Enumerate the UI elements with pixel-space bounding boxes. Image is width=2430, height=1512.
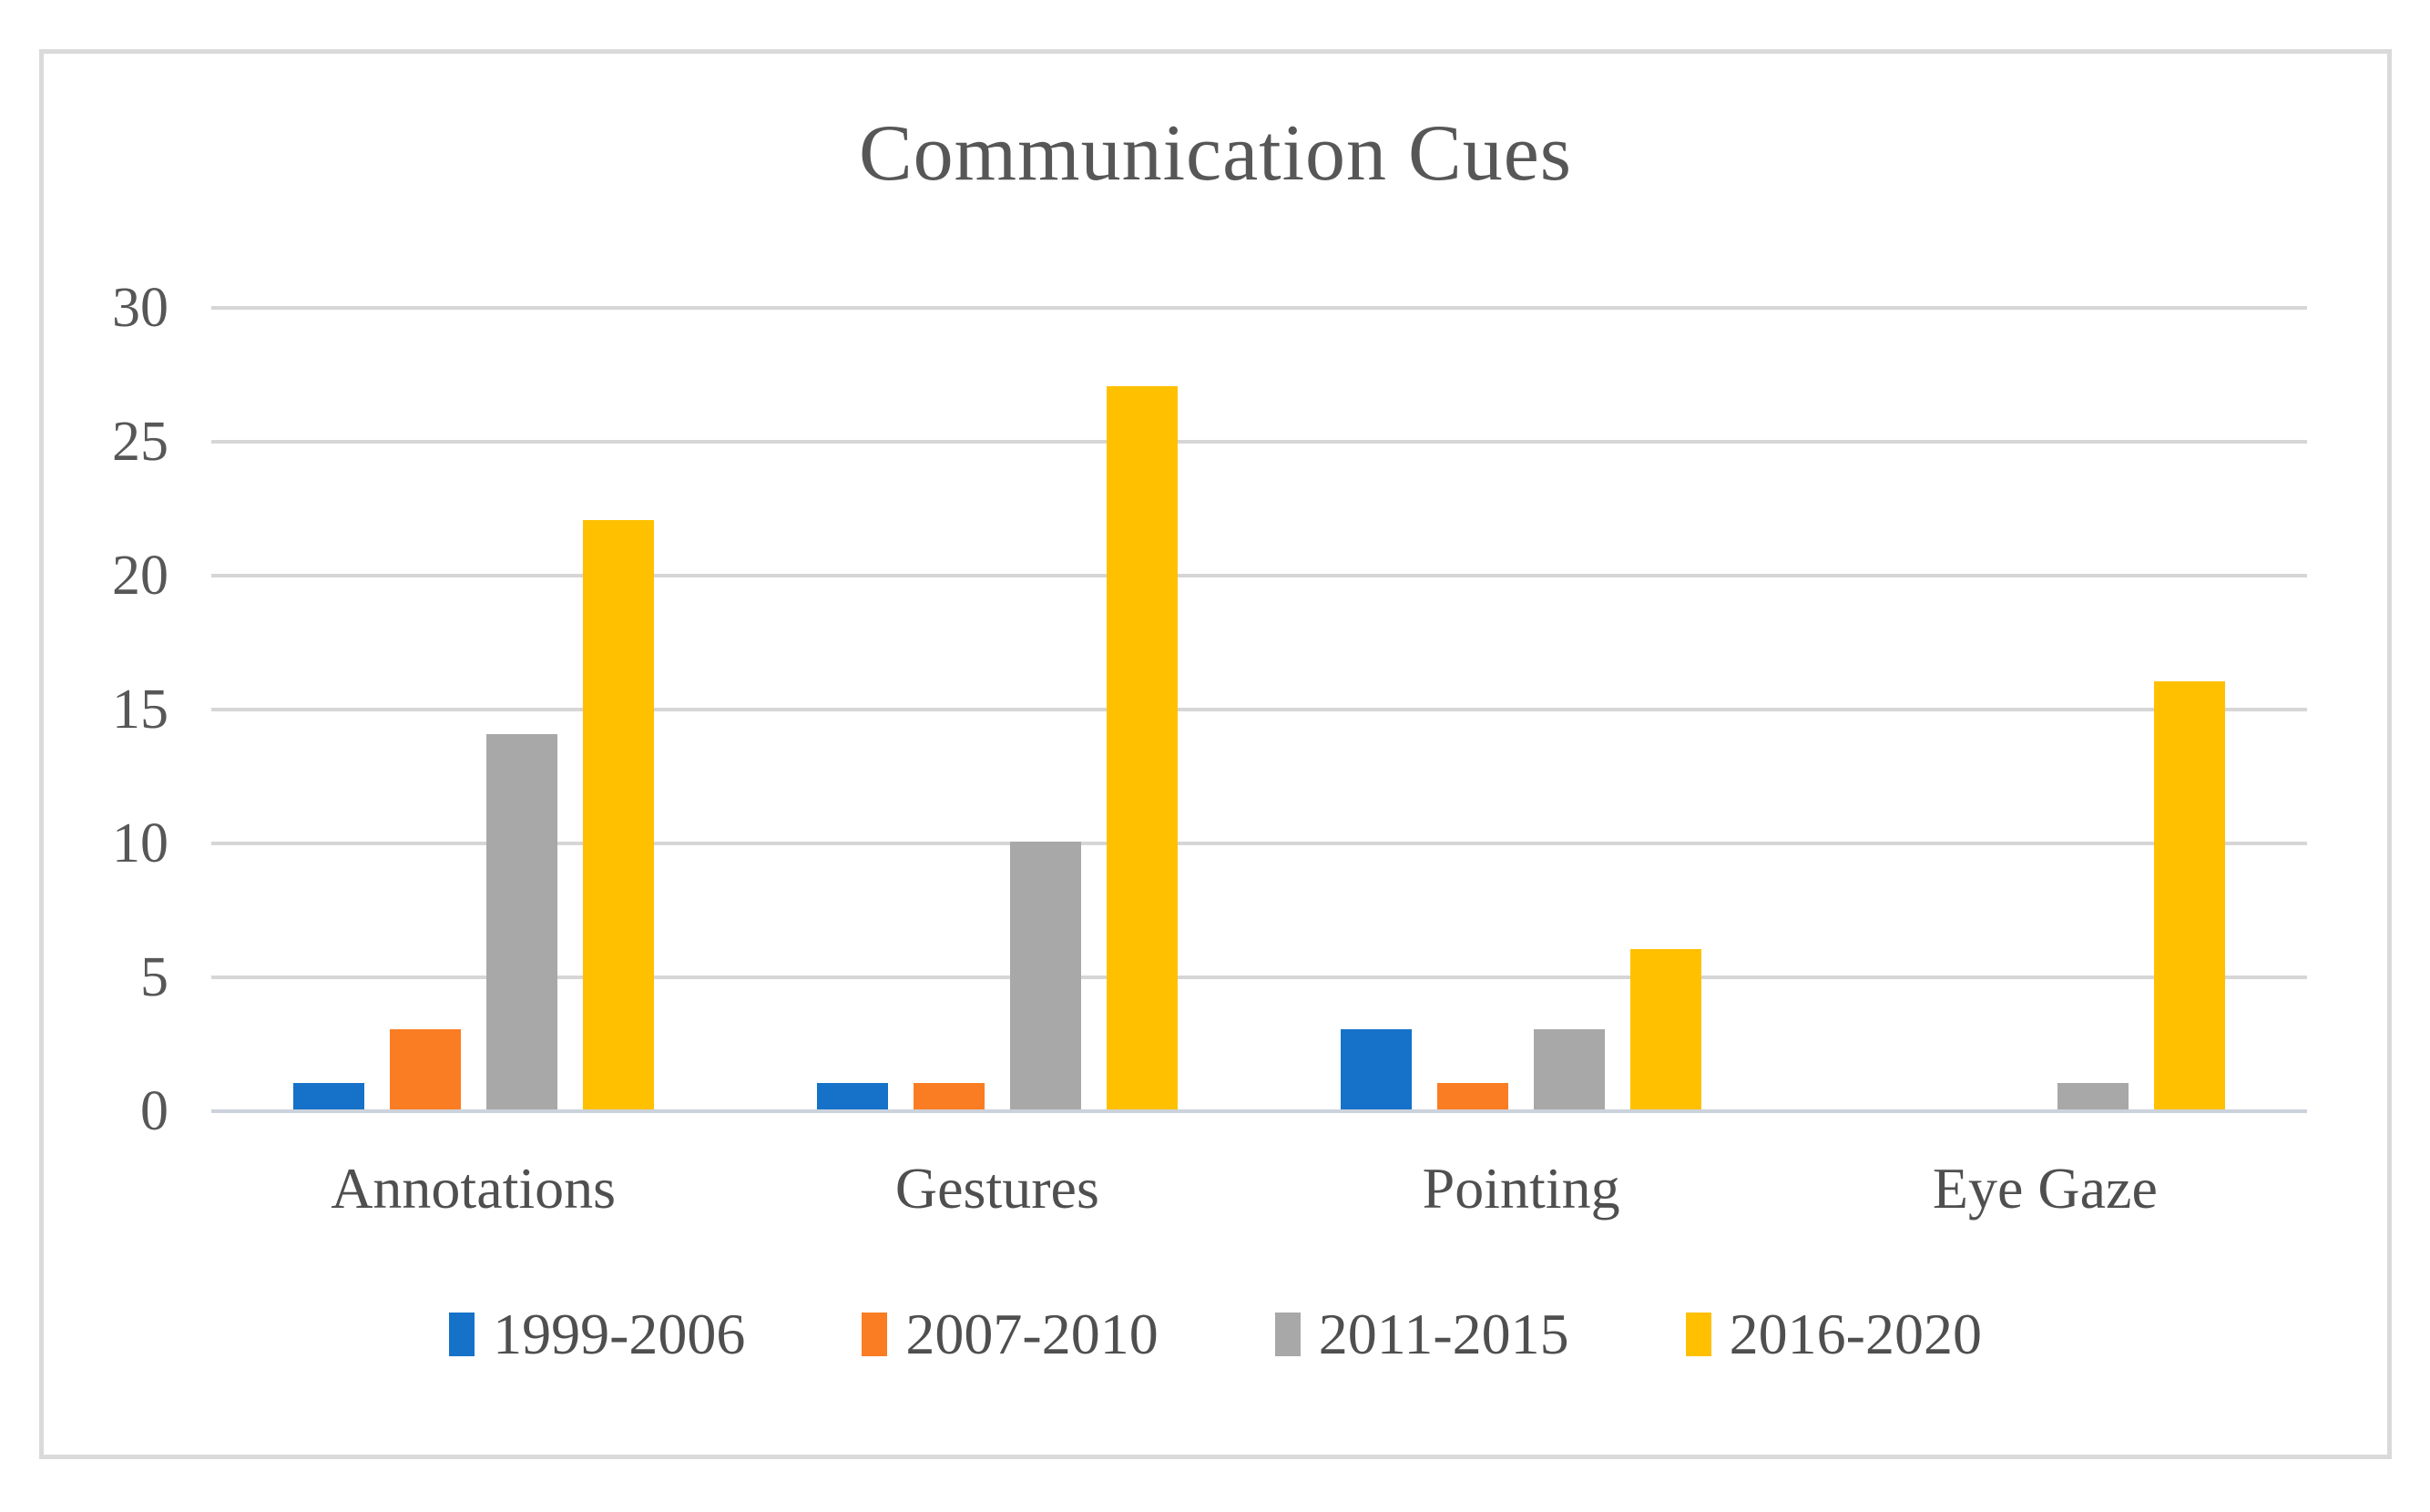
- gridline: [211, 976, 2307, 979]
- y-tick-label: 10: [112, 812, 168, 874]
- y-tick-label: 15: [112, 679, 168, 741]
- y-tick-label: 25: [112, 411, 168, 473]
- legend-label: 1999-2006: [493, 1302, 746, 1366]
- y-tick-label: 20: [112, 545, 168, 607]
- y-tick-label: 30: [112, 277, 168, 339]
- gridline: [211, 440, 2307, 444]
- plot-area: [211, 306, 2307, 1113]
- legend-swatch-icon: [1685, 1313, 1711, 1356]
- x-category-label-eye-gaze: Eye Gaze: [1932, 1156, 2158, 1221]
- x-category-label-annotations: Annotations: [331, 1156, 617, 1221]
- bar-2011-2015-pointing: [1534, 1028, 1606, 1109]
- gridline: [211, 306, 2307, 310]
- gridline: [211, 574, 2307, 577]
- legend-item-1999-2006: 1999-2006: [449, 1301, 745, 1368]
- chart-title: Communication Cues: [858, 109, 1573, 198]
- x-axis-line: [211, 1109, 2307, 1113]
- legend-swatch-icon: [449, 1313, 475, 1356]
- legend-item-2016-2020: 2016-2020: [1685, 1301, 1982, 1368]
- legend-swatch-icon: [862, 1313, 888, 1356]
- y-tick-label: 5: [140, 946, 168, 1008]
- bar-1999-2006-pointing: [1341, 1028, 1413, 1109]
- legend-swatch-icon: [1274, 1313, 1301, 1356]
- legend-label: 2007-2010: [905, 1302, 1159, 1366]
- gridline: [211, 842, 2307, 845]
- legend: 1999-2006 2007-2010 2011-2015 2016-2020: [39, 1301, 2392, 1368]
- legend-item-2007-2010: 2007-2010: [862, 1301, 1159, 1368]
- legend-label: 2011-2015: [1318, 1302, 1569, 1366]
- bar-1999-2006-gestures: [816, 1082, 888, 1109]
- bar-2011-2015-gestures: [1009, 842, 1081, 1109]
- legend-item-2011-2015: 2011-2015: [1274, 1301, 1569, 1368]
- x-category-label-gestures: Gestures: [894, 1156, 1099, 1221]
- bar-2016-2020-pointing: [1630, 948, 1702, 1109]
- bar-2016-2020-annotations: [582, 520, 654, 1109]
- x-category-label-pointing: Pointing: [1422, 1156, 1620, 1221]
- bar-2007-2010-pointing: [1437, 1082, 1509, 1109]
- bar-2011-2015-annotations: [485, 734, 557, 1109]
- bar-2011-2015-eye-gaze: [2057, 1082, 2129, 1109]
- bar-2016-2020-gestures: [1106, 386, 1178, 1109]
- gridline: [211, 708, 2307, 711]
- chart-frame: [39, 49, 2392, 1459]
- bar-2007-2010-gestures: [913, 1082, 985, 1109]
- y-tick-label: 0: [140, 1080, 168, 1142]
- bar-2007-2010-annotations: [389, 1028, 461, 1109]
- bar-2016-2020-eye-gaze: [2154, 680, 2226, 1109]
- bar-1999-2006-annotations: [292, 1082, 364, 1109]
- legend-label: 2016-2020: [1729, 1302, 1982, 1366]
